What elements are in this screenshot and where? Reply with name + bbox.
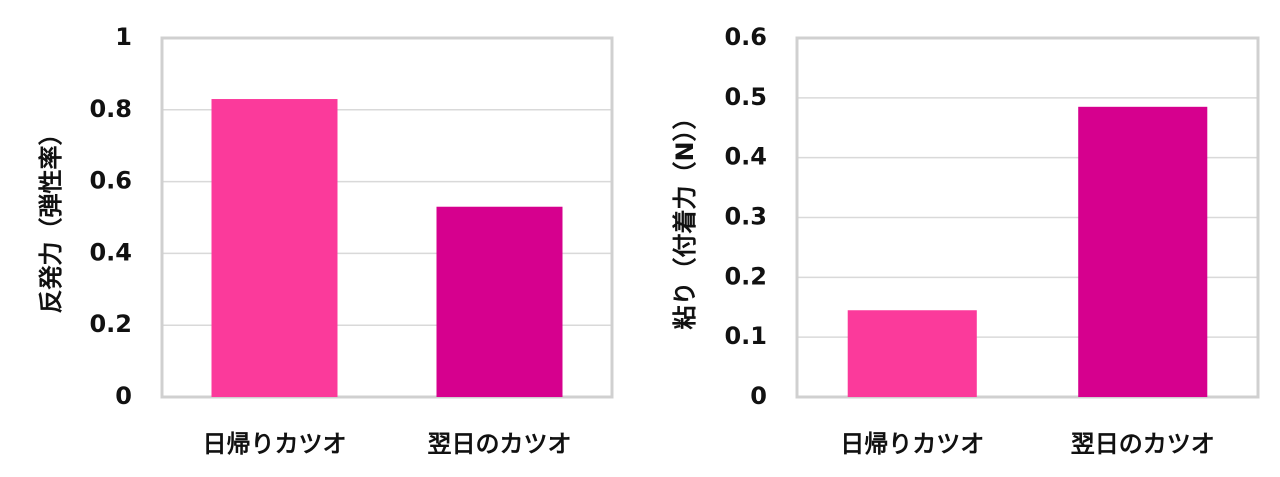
y-tick-label: 0.1 — [724, 322, 767, 350]
x-tick-label: 日帰りカツオ — [203, 430, 347, 458]
plot-border — [795, 36, 1260, 399]
y-tick-label: 0.6 — [724, 23, 767, 51]
y-tick-label: 0.8 — [89, 95, 132, 123]
x-tick-label: 翌日のカツオ — [1071, 430, 1215, 458]
bar — [211, 99, 338, 397]
y-tick-label: 0.6 — [89, 167, 132, 195]
plot-border — [160, 36, 614, 399]
bar — [847, 310, 977, 397]
y-tick-label: 0.2 — [724, 262, 767, 290]
y-tick-label: 0.3 — [724, 203, 767, 231]
y-axis-label: 粘り（付着力（N）） — [671, 105, 699, 329]
y-tick-label: 0.4 — [89, 238, 132, 266]
x-tick-label: 日帰りカツオ — [840, 430, 984, 458]
y-tick-label: 1 — [115, 23, 132, 51]
y-tick-label: 0.2 — [89, 310, 132, 338]
y-tick-label: 0.5 — [724, 83, 767, 111]
y-axis-label: 反発力（弾性率） — [37, 122, 65, 314]
y-tick-label: 0.4 — [724, 143, 767, 171]
y-tick-label: 0 — [750, 382, 767, 410]
bar — [436, 206, 563, 397]
y-tick-label: 0 — [115, 382, 132, 410]
bar — [1078, 106, 1208, 397]
x-tick-label: 翌日のカツオ — [428, 430, 572, 458]
